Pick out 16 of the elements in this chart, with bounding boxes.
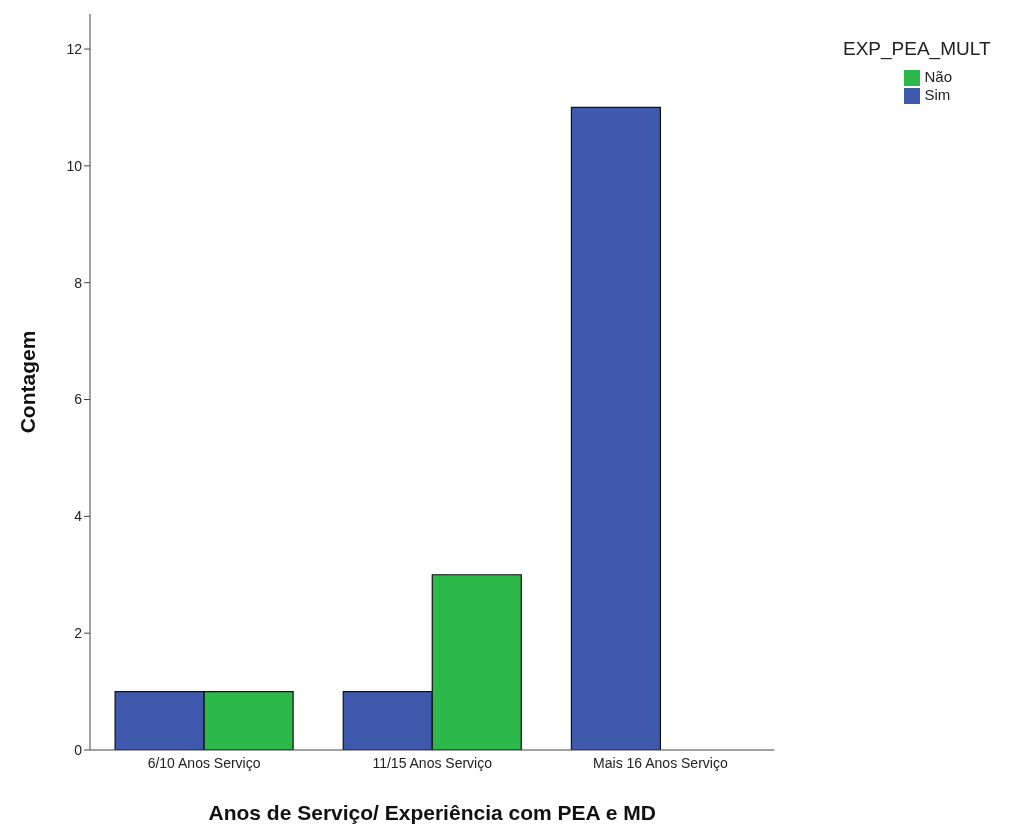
y-tick-label: 6 bbox=[74, 391, 83, 408]
y-tick-label: 2 bbox=[74, 625, 83, 642]
legend-label: Não bbox=[924, 68, 952, 85]
y-tick-label: 8 bbox=[74, 274, 83, 291]
x-tick-label: Mais 16 Anos Serviço bbox=[593, 754, 728, 771]
y-tick-label: 10 bbox=[66, 157, 83, 174]
legend-title: EXP_PEA_MULT bbox=[843, 38, 991, 60]
y-axis-title: Contagem bbox=[16, 330, 40, 434]
bar bbox=[570, 106, 662, 750]
y-tick-label: 12 bbox=[66, 41, 83, 58]
x-tick-label: 11/15 Anos Serviço bbox=[372, 754, 493, 771]
y-tick-label: 0 bbox=[74, 741, 83, 758]
x-tick-label: 6/10 Anos Serviço bbox=[147, 754, 261, 771]
legend-label: Sim bbox=[924, 86, 951, 104]
y-tick-label: 4 bbox=[74, 508, 83, 525]
x-axis-title: Anos de Serviço/ Experiência com PEA e MD bbox=[208, 801, 656, 824]
